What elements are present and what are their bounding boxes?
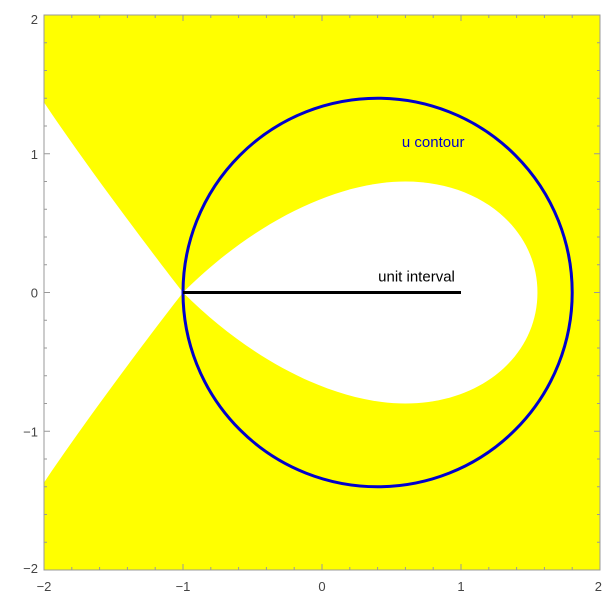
y-tick-label: 1 xyxy=(31,147,38,162)
x-tick-label: 1 xyxy=(457,579,464,594)
x-tick-label: −2 xyxy=(37,579,52,594)
y-tick-label: −2 xyxy=(23,561,38,576)
x-axis-ticks: −2 −1 0 1 2 xyxy=(37,15,602,594)
plot-curves xyxy=(181,96,574,489)
y-tick-label: −1 xyxy=(23,424,38,439)
contour-label: u contour xyxy=(402,134,465,151)
x-tick-label: −1 xyxy=(176,579,191,594)
x-tick-label: 2 xyxy=(595,579,602,594)
y-tick-label: 2 xyxy=(31,12,38,27)
interval-label: unit interval xyxy=(378,268,455,285)
white-left-region xyxy=(44,102,183,483)
x-tick-label: 0 xyxy=(318,579,325,594)
y-axis-ticks: −2 −1 0 1 2 xyxy=(23,12,600,576)
y-tick-label: 0 xyxy=(31,286,38,301)
